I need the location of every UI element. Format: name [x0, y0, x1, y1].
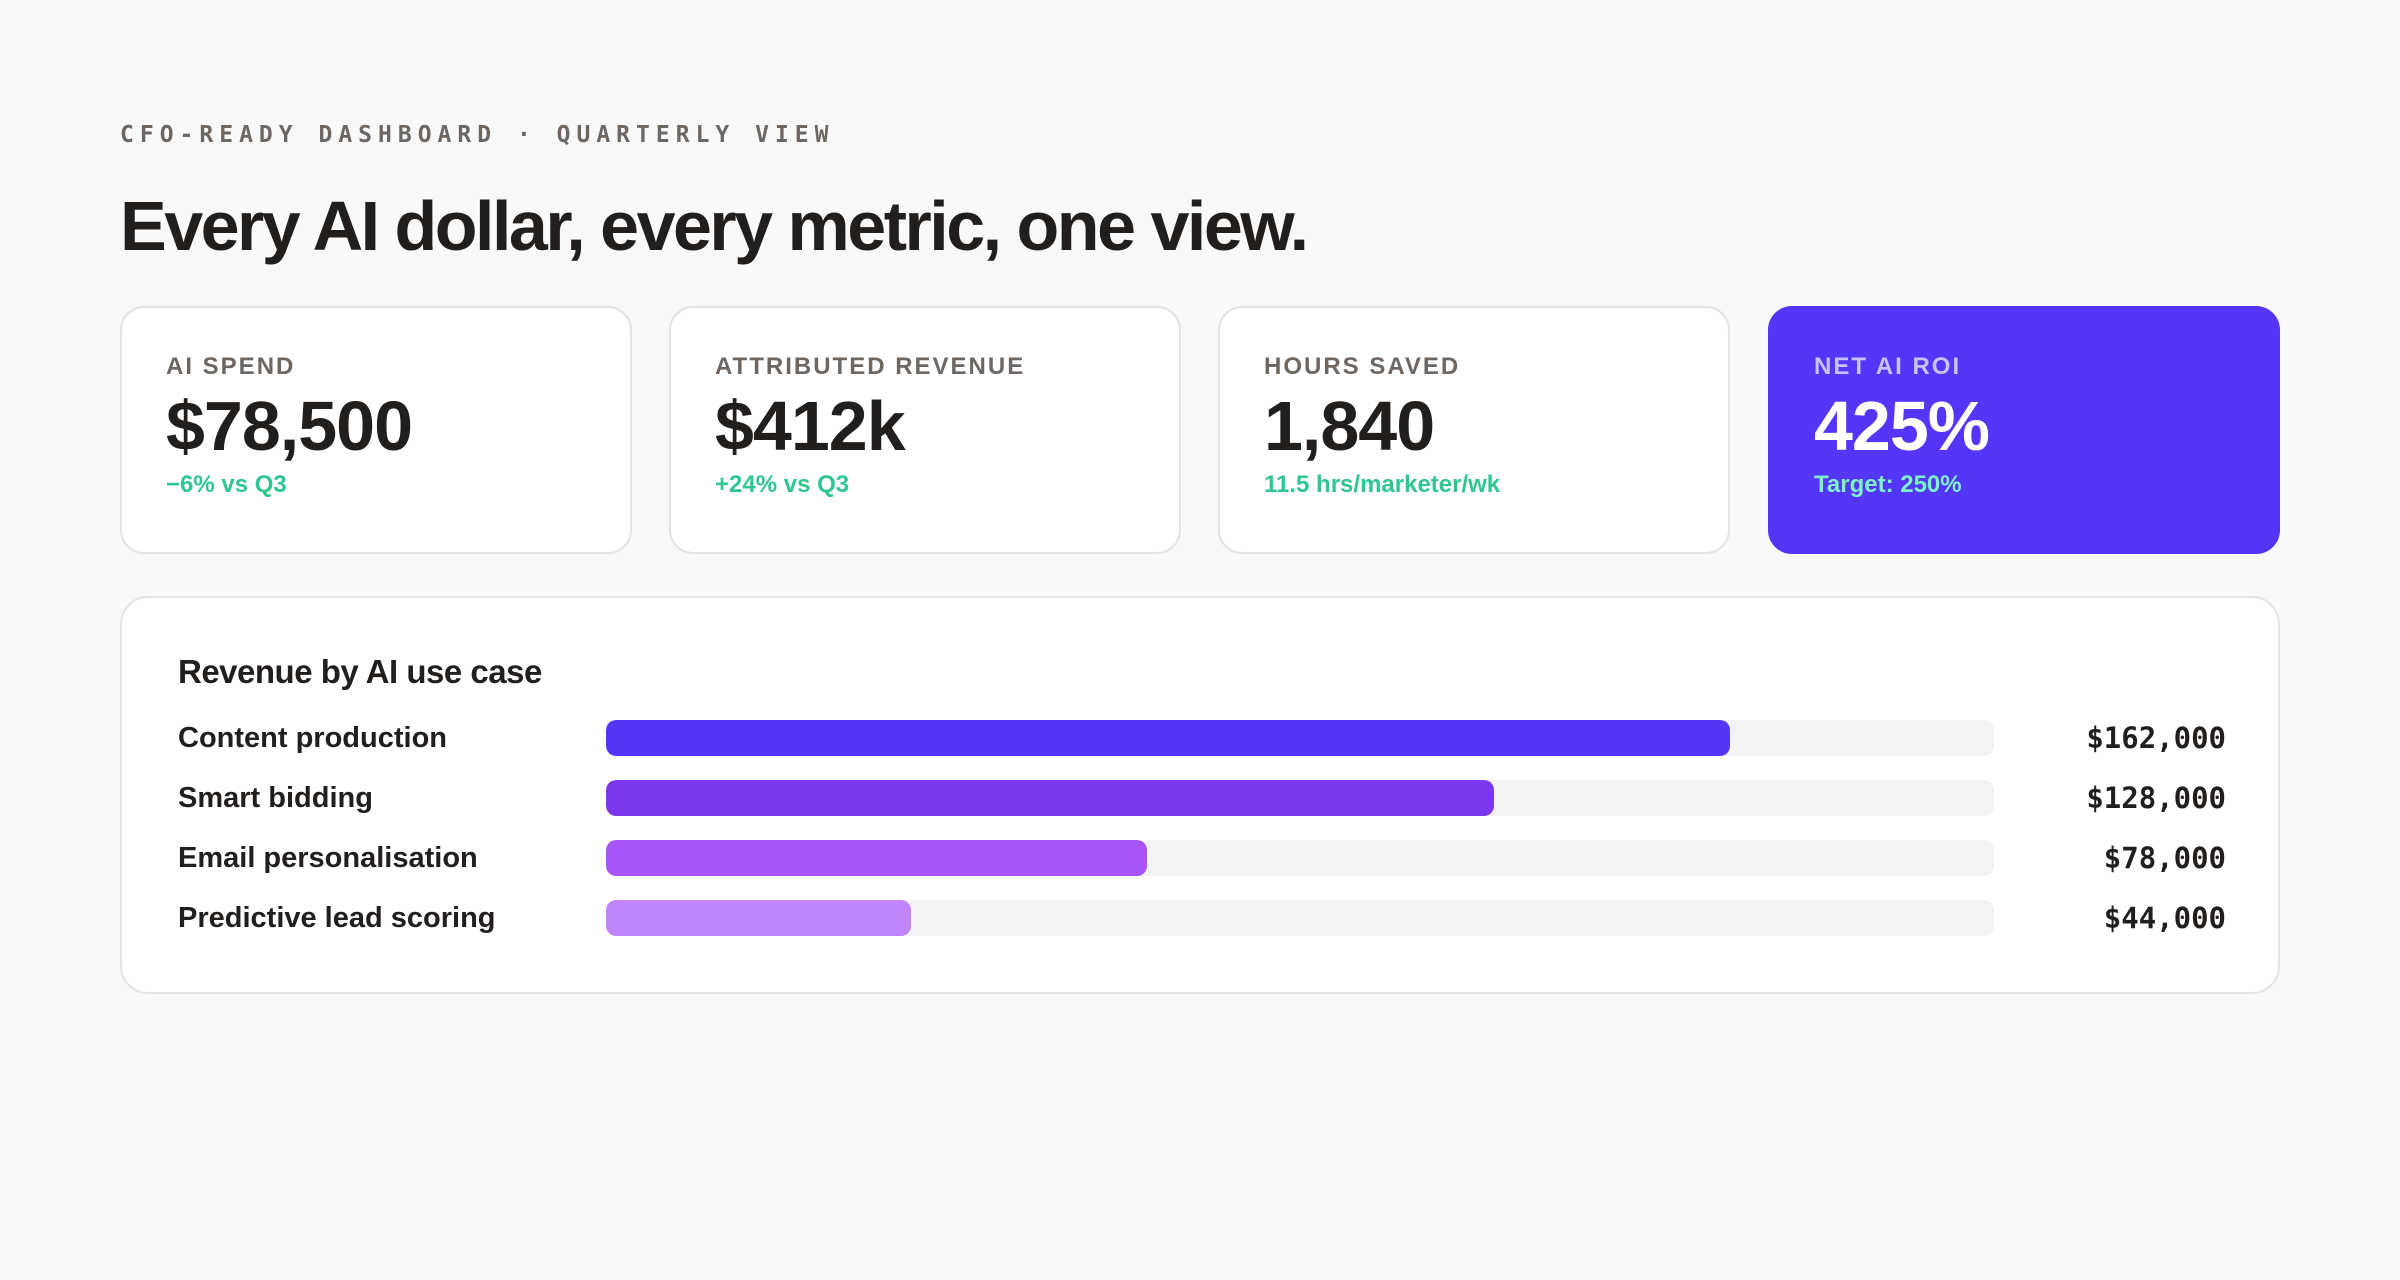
bar-value-label: $162,000: [2086, 721, 2226, 755]
kpi-value: 1,840: [1264, 387, 1435, 465]
kpi-value: $78,500: [166, 387, 413, 465]
kpi-label: HOURS SAVED: [1264, 353, 1461, 380]
bar-row: Content production $162,000: [178, 718, 2226, 758]
kpi-row: AI SPEND $78,500 −6% vs Q3 ATTRIBUTED RE…: [120, 306, 2280, 556]
bar-track: [606, 720, 1994, 756]
bar: [606, 900, 912, 936]
bar-label: Smart bidding: [178, 782, 373, 814]
revenue-by-use-case-panel: Revenue by AI use case Content productio…: [120, 596, 2280, 994]
bar-label: Predictive lead scoring: [178, 902, 496, 934]
bar-row: Smart bidding $128,000: [178, 778, 2226, 818]
dashboard: CFO-READY DASHBOARD · QUARTERLY VIEW Eve…: [120, 118, 2280, 994]
kpi-card-ai-spend: AI SPEND $78,500 −6% vs Q3: [120, 306, 632, 554]
kpi-card-hours-saved: HOURS SAVED 1,840 11.5 hrs/marketer/wk: [1218, 306, 1730, 554]
kpi-delta: 11.5 hrs/marketer/wk: [1264, 471, 1501, 498]
kpi-delta: −6% vs Q3: [166, 471, 287, 498]
kpi-label: ATTRIBUTED REVENUE: [715, 353, 1026, 380]
chart-title: Revenue by AI use case: [178, 653, 542, 690]
kpi-card-attributed-revenue: ATTRIBUTED REVENUE $412k +24% vs Q3: [669, 306, 1181, 554]
bar-label: Email personalisation: [178, 842, 478, 874]
bar-label: Content production: [178, 722, 448, 754]
bar: [606, 720, 1731, 756]
bar-row: Predictive lead scoring $44,000: [178, 898, 2226, 938]
kpi-label: AI SPEND: [166, 353, 296, 380]
bar-value-label: $44,000: [2103, 901, 2226, 935]
kpi-value: $412k: [715, 387, 906, 465]
bar-row: Email personalisation $78,000: [178, 838, 2226, 878]
bar-track: [606, 840, 1994, 876]
kpi-delta: +24% vs Q3: [715, 471, 850, 498]
kpi-card-net-ai-roi: NET AI ROI 425% Target: 250%: [1768, 306, 2280, 554]
page-title: Every AI dollar, every metric, one view.: [120, 187, 1309, 265]
bar-track: [606, 780, 1994, 816]
kpi-label: NET AI ROI: [1814, 353, 1962, 380]
bar-track: [606, 900, 1994, 936]
bar: [606, 840, 1148, 876]
kpi-value: 425%: [1814, 387, 1990, 465]
bar: [606, 780, 1495, 816]
bar-value-label: $128,000: [2086, 781, 2226, 815]
bar-value-label: $78,000: [2103, 841, 2226, 875]
eyebrow: CFO-READY DASHBOARD · QUARTERLY VIEW: [120, 122, 835, 148]
kpi-delta: Target: 250%: [1814, 471, 1962, 498]
